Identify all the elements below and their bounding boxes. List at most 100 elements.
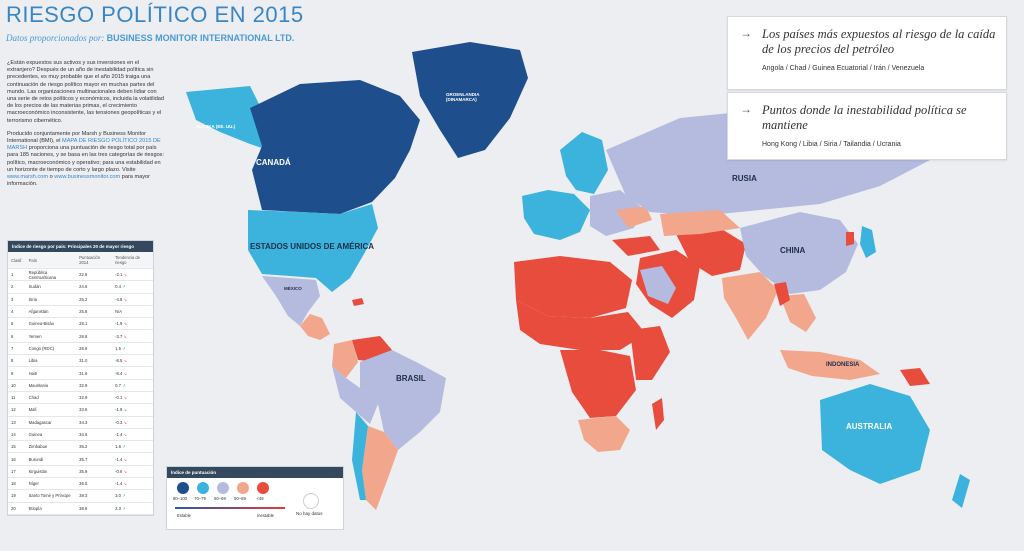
table-row: 1 República Centroafricana 22.6 -2.1 ↘ — [8, 268, 153, 282]
region-colombia — [332, 340, 358, 378]
table-row: 15 Zimbabue 35.2 1.6 ↗ — [8, 440, 153, 454]
label-australia: AUSTRALIA — [846, 422, 893, 431]
col-country: País — [25, 252, 77, 269]
cell-score: 32.9 — [76, 379, 113, 392]
cell-trend: -1.9 ↘ — [112, 317, 153, 331]
cell-trend: -1.9 ↘ — [112, 403, 153, 417]
region-iran-afghanistan — [676, 228, 746, 276]
region-saudi — [640, 266, 676, 304]
cell-country: República Centroafricana — [25, 268, 77, 282]
region-scandinavia — [560, 132, 608, 194]
table-row: 7 Congo (RDC) 28.9 1.5 ↗ — [8, 342, 153, 356]
cell-trend: 1.6 ↗ — [112, 440, 153, 454]
trend-down-icon: ↘ — [122, 296, 127, 302]
cell-trend: -1.4 ↘ — [112, 428, 153, 442]
cell-trend: -3.7 ↘ — [112, 329, 153, 343]
cell-rank: 20 — [8, 502, 26, 515]
table-row: 14 Guinea 34.6 -1.4 ↘ — [8, 428, 153, 442]
trend-up-icon: ↗ — [120, 345, 126, 351]
cell-score: 32.9 — [76, 391, 113, 405]
cell-trend: -1.4 ↘ — [112, 452, 153, 466]
intro-paragraph-1: ¿Están expuestos sus activos y sus inver… — [7, 60, 165, 124]
trend-down-icon: ↘ — [122, 395, 127, 401]
cell-trend: -0.6 ↘ — [112, 465, 153, 479]
cell-score: 28.1 — [76, 317, 113, 331]
region-ukraine — [616, 206, 652, 228]
table-row: 20 Etiopía 38.6 2.3 ↗ — [8, 502, 153, 515]
cell-score: 31.6 — [76, 366, 113, 380]
region-alaska — [186, 86, 268, 150]
cell-score: 28.9 — [76, 342, 113, 356]
cell-trend: -2.1 ↘ — [112, 268, 153, 282]
region-central-america — [300, 314, 330, 340]
risk-table-title: Índice de riesgo por país: Principales 2… — [8, 241, 153, 252]
legend-dot — [237, 482, 249, 494]
cell-country: Santo Tomé y Príncipe — [25, 489, 77, 503]
region-mexico — [262, 276, 320, 326]
cell-rank: 7 — [8, 342, 26, 356]
bmi-link[interactable]: www.businessmonitor.com — [54, 174, 121, 181]
legend-range: 50–59 — [234, 496, 246, 501]
legend-range: 60–69 — [214, 496, 226, 501]
trend-up-icon: ↗ — [120, 505, 126, 511]
callout-instability-title: Puntos donde la inestabilidad política s… — [762, 103, 967, 132]
callout-oil-list: Angola / Chad / Guinea Ecuatorial / Irán… — [762, 65, 925, 72]
marsh-link[interactable]: www.marsh.com — [7, 174, 49, 181]
cell-country: Níger — [25, 477, 77, 491]
cell-country: Afganistán — [25, 305, 77, 319]
callout-oil-title: Los países más expuestos al riesgo de la… — [762, 27, 996, 56]
cell-trend: -8.4 ↘ — [112, 366, 153, 380]
region-western-europe — [522, 190, 590, 240]
trend-down-icon: ↘ — [122, 333, 127, 339]
table-row: 6 Yemen 28.8 -3.7 ↘ — [8, 329, 153, 343]
region-greenland — [412, 42, 528, 158]
trend-down-icon: ↘ — [122, 481, 127, 487]
cell-rank: 5 — [8, 317, 26, 331]
cell-score: 36.5 — [76, 477, 113, 491]
trend-down-icon: ↘ — [122, 272, 127, 278]
table-row: 13 Madagascar 34.3 -0.3 ↘ — [8, 416, 153, 429]
cell-score: 35.2 — [76, 440, 113, 454]
cell-trend: -8.5 ↘ — [112, 354, 153, 368]
legend-no-data: No hay datos — [296, 511, 323, 516]
legend-dot — [217, 482, 229, 494]
cell-rank: 14 — [8, 428, 26, 442]
risk-table: Índice de riesgo por país: Principales 2… — [7, 240, 154, 516]
table-row: 17 Kirguistán 35.9 -0.6 ↘ — [8, 465, 153, 479]
callout-oil-prices: → Los países más expuestos al riesgo de l… — [727, 16, 1007, 90]
cell-country: Congo (RDC) — [25, 342, 77, 356]
table-row: 4 Afganistán 25.8 N/A — [8, 305, 153, 319]
cell-score: 34.3 — [76, 416, 113, 429]
cell-country: Libia — [25, 354, 77, 368]
table-row: 11 Chad 32.9 -0.1 ↘ — [8, 391, 153, 405]
cell-rank: 1 — [8, 268, 26, 282]
cell-trend: N/A — [112, 305, 153, 319]
map-link[interactable]: MAPA DE RIESGO POLÍTICO 2015 DE MARSH — [7, 138, 161, 152]
cell-country: Yemen — [25, 329, 77, 343]
cell-rank: 12 — [8, 403, 26, 417]
cell-score: 34.6 — [76, 428, 113, 442]
page-subtitle: Datos proporcionados por: BUSINESS MONIT… — [6, 33, 294, 43]
cell-rank: 13 — [8, 416, 26, 429]
cell-trend: -0.1 ↘ — [112, 391, 153, 405]
legend-range: 70–79 — [194, 496, 206, 501]
cell-rank: 11 — [8, 391, 26, 405]
trend-down-icon: ↘ — [122, 468, 127, 474]
cell-rank: 8 — [8, 354, 26, 368]
region-madagascar — [652, 398, 664, 430]
table-row: 16 Burundi 35.7 -1.4 ↘ — [8, 452, 153, 466]
region-new-zealand — [952, 474, 970, 508]
region-australia — [820, 384, 930, 484]
region-indonesia — [780, 350, 880, 380]
cell-score: 28.8 — [76, 329, 113, 343]
table-row: 9 Haití 31.6 -8.4 ↘ — [8, 366, 153, 380]
col-rank: Clasif. — [8, 252, 26, 269]
table-row: 12 Malí 33.6 -1.9 ↘ — [8, 403, 153, 417]
callout-instability: → Puntos donde la inestabilidad política … — [727, 92, 1007, 160]
cell-country: Guinea — [25, 428, 77, 442]
region-central-asia — [660, 210, 740, 236]
region-southern-africa — [578, 416, 630, 452]
trend-down-icon: ↘ — [122, 456, 127, 462]
trend-down-icon: ↘ — [122, 370, 127, 376]
legend-dot — [197, 482, 209, 494]
